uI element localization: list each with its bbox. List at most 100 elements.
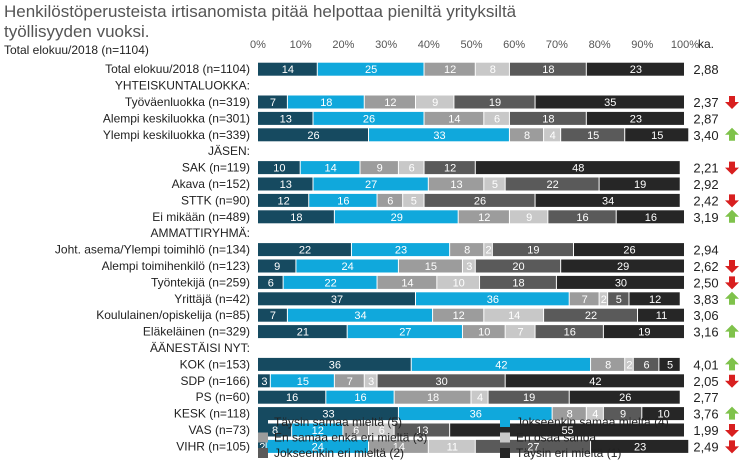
bar-segment	[561, 259, 684, 273]
x-tick-label: 70%	[546, 39, 568, 51]
row-label: KOK (n=153)	[180, 357, 250, 371]
avg-header: ka.	[698, 37, 714, 51]
bar-segment	[398, 259, 462, 273]
bar-segment	[544, 128, 561, 142]
bar-segment	[377, 275, 437, 289]
data-label: 16	[286, 392, 298, 404]
row-label: KESK (n=118)	[174, 407, 250, 421]
trend-up-arrow-icon	[725, 127, 739, 141]
bar-segment	[484, 111, 509, 125]
data-label: 29	[391, 212, 403, 224]
bar-segment	[258, 128, 369, 142]
data-label: 12	[649, 294, 661, 306]
data-label: 20	[512, 261, 524, 273]
bar-segment	[258, 407, 398, 421]
bar-segment	[258, 439, 266, 453]
trend-down-arrow-icon	[725, 161, 739, 175]
bar-segment	[415, 292, 569, 306]
trend-up-arrow-icon	[725, 324, 739, 338]
data-label: 22	[585, 310, 597, 322]
data-label: 12	[478, 212, 490, 224]
bar-segment	[428, 439, 475, 453]
data-label: 9	[620, 409, 626, 421]
average-value: 4,01	[693, 357, 718, 372]
data-label: 6	[644, 359, 650, 371]
bar-segment	[313, 177, 428, 191]
data-label: 5	[492, 179, 498, 191]
average-value: 2,88	[693, 62, 718, 77]
bar-segment	[535, 193, 680, 207]
average-value: 3,76	[693, 407, 718, 422]
average-value: 2,50	[693, 275, 718, 290]
data-label: 26	[474, 195, 486, 207]
bar-segment	[475, 62, 509, 76]
bar-segment	[548, 210, 616, 224]
trend-down-arrow-icon	[725, 260, 739, 273]
bar-segment	[625, 357, 633, 371]
bar-segment	[334, 374, 364, 388]
bar-segment	[638, 308, 684, 322]
data-label: 16	[576, 212, 588, 224]
data-label: 7	[270, 310, 276, 322]
bar-segment	[270, 374, 334, 388]
data-label: 14	[448, 113, 460, 125]
x-tick-label: 100%	[671, 39, 699, 51]
bar-segment	[569, 292, 599, 306]
average-value: 2,94	[693, 243, 718, 258]
data-label: 23	[395, 245, 407, 257]
bar-segment	[475, 259, 561, 273]
legend-label: En samaa enkä eri mieltä (3)	[274, 431, 427, 445]
data-label: 16	[564, 327, 576, 339]
bar-segment	[258, 374, 270, 388]
group-header: AMMATTIRYHMÄ:	[150, 226, 250, 240]
data-label: 18	[542, 113, 554, 125]
bar-segment	[258, 210, 334, 224]
bar-segment	[556, 275, 684, 289]
data-label: 23	[634, 441, 646, 453]
data-label: 22	[324, 277, 336, 289]
x-tick-label: 90%	[631, 39, 653, 51]
data-label: 19	[634, 179, 646, 191]
row-label: Ylempi keskiluokka (n=339)	[103, 128, 250, 142]
bar-segment	[258, 177, 313, 191]
data-label: 22	[547, 179, 559, 191]
legend-swatch	[500, 448, 510, 458]
bar-segment	[283, 275, 377, 289]
bar-segment	[458, 210, 509, 224]
bar-segment	[433, 308, 484, 322]
data-label: 7	[347, 376, 353, 388]
trend-down-arrow-icon	[725, 194, 739, 208]
bar-segment	[608, 292, 629, 306]
data-label: 3	[368, 376, 374, 388]
bar-segment	[296, 259, 398, 273]
row-label: Työväenluokka (n=319)	[125, 95, 250, 109]
legend-swatch	[500, 432, 510, 443]
bar-segment	[309, 193, 377, 207]
row-label: Yrittäjä (n=42)	[174, 292, 250, 306]
data-label: 4	[550, 130, 556, 142]
data-label: 14	[508, 310, 520, 322]
data-label: 11	[656, 310, 667, 322]
bar-segment	[424, 111, 484, 125]
data-label: 16	[337, 195, 349, 207]
legend-swatch	[258, 432, 268, 443]
data-label: 24	[312, 441, 324, 453]
average-value: 3,16	[693, 325, 718, 340]
data-label: 21	[297, 327, 309, 339]
data-label: 6	[268, 277, 274, 289]
bar-segment	[398, 161, 424, 175]
data-label: 10	[658, 409, 670, 421]
data-label: 27	[365, 179, 377, 191]
data-label: 10	[453, 277, 465, 289]
data-label: 9	[377, 163, 383, 175]
data-label: 13	[280, 113, 292, 125]
average-value: 2,92	[693, 177, 718, 192]
bar-segment	[364, 374, 377, 388]
bar-segment	[394, 423, 450, 437]
bar-segment	[642, 407, 684, 421]
legend-swatch	[258, 417, 268, 427]
data-label: 8	[524, 130, 530, 142]
bar-segment	[258, 275, 283, 289]
data-label: 2	[486, 245, 492, 257]
bar-segment	[505, 177, 599, 191]
